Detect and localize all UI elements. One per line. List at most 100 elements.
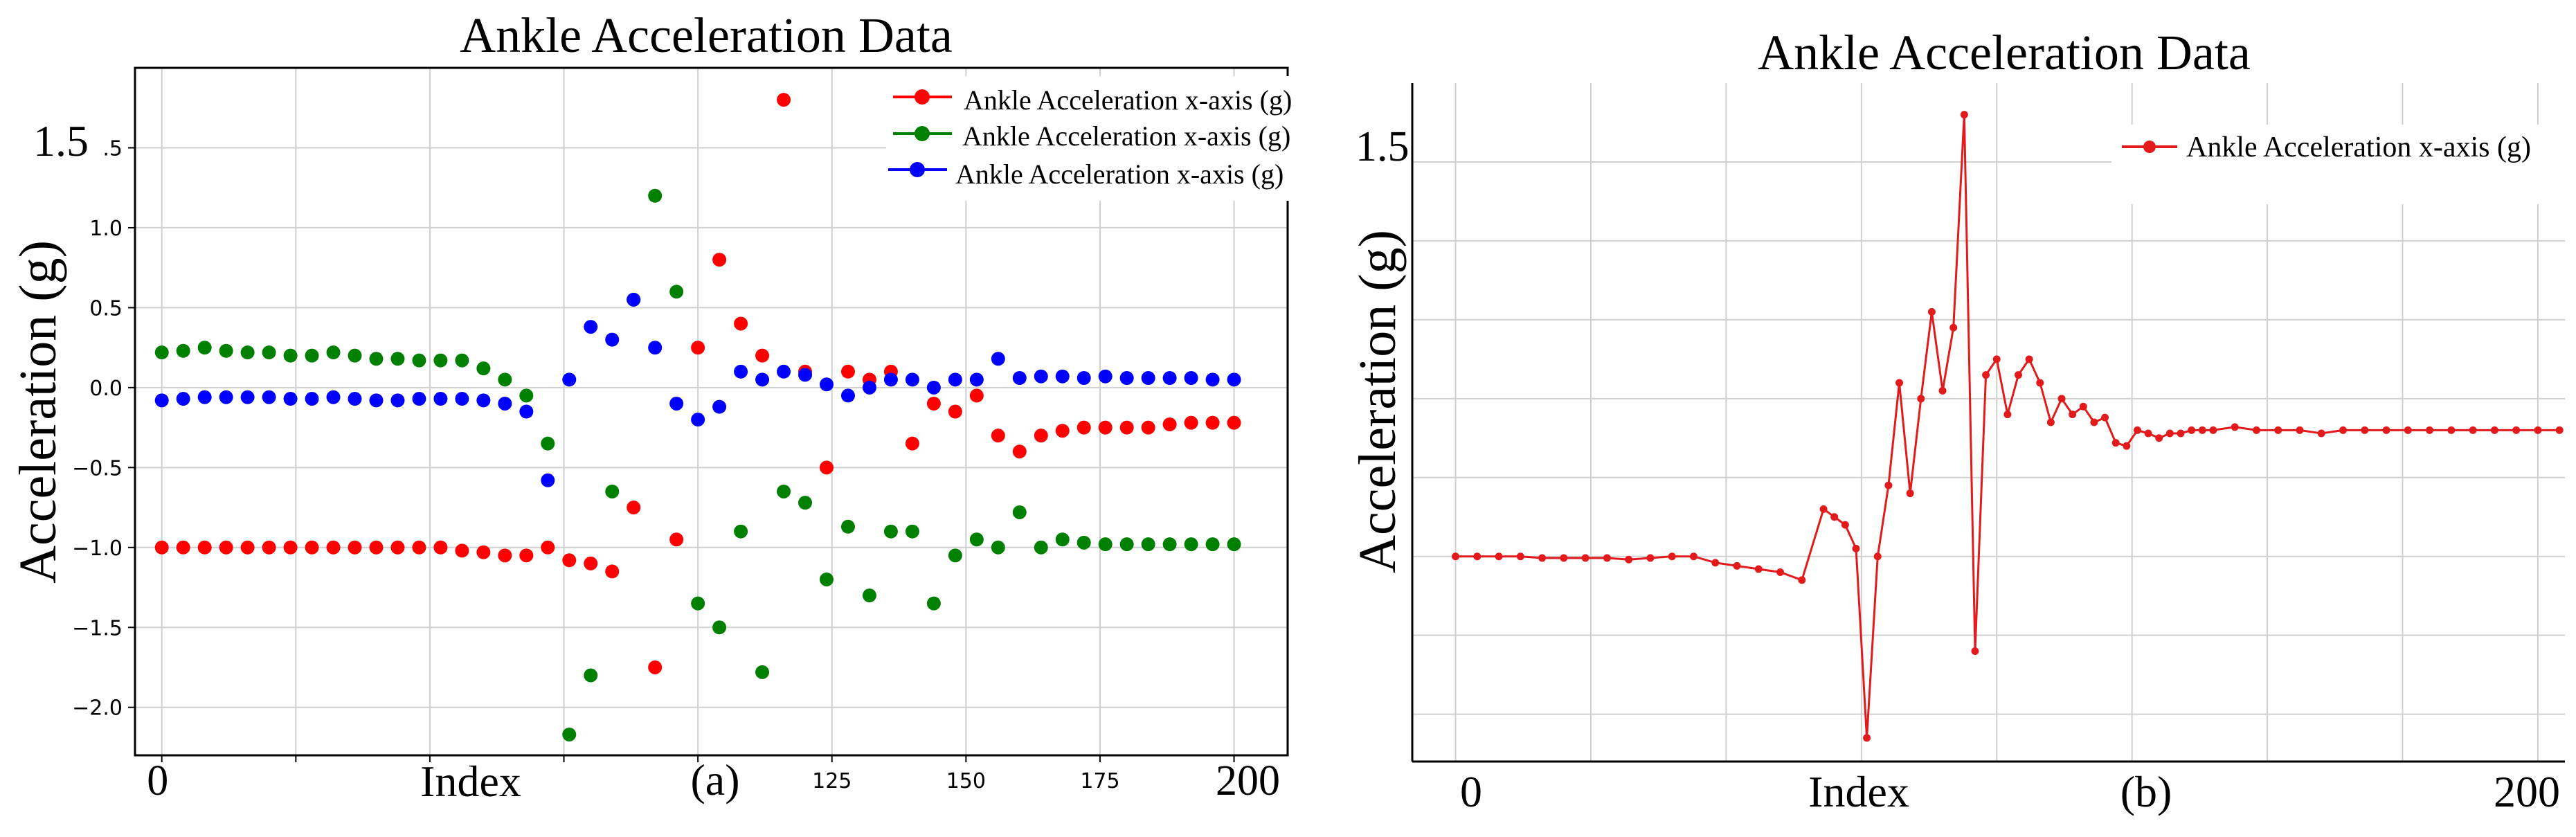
panel-a-point-s1 xyxy=(820,572,834,586)
panel-a-point-s2 xyxy=(883,372,898,387)
panel-a-point-s0 xyxy=(1162,417,1177,431)
panel-b-point xyxy=(2469,426,2477,434)
panel-a-y-ticks: −2.0 −1.5 −1.0 −0.5 0.0 0.5 1.0 .5 xyxy=(72,136,135,721)
panel-a-point-s0 xyxy=(219,540,233,555)
panel-a-point-s0 xyxy=(390,540,405,555)
panel-a-point-s0 xyxy=(1205,415,1220,430)
panel-a-point-s1 xyxy=(283,348,298,363)
panel-b-point xyxy=(1798,576,1806,584)
panel-a-point-s0 xyxy=(948,404,962,419)
panel-a-point-s2 xyxy=(926,380,941,395)
panel-a-point-s2 xyxy=(948,372,962,387)
panel-a-y-big-label: 1.5 xyxy=(33,116,89,165)
panel-a-point-s0 xyxy=(1184,415,1198,430)
panel-b-y-axis-label: Acceleration (g) xyxy=(1349,230,1407,573)
panel-a-y-tick-label: 1.0 xyxy=(89,217,123,241)
panel-a-point-s0 xyxy=(326,540,341,555)
panel-a-point-s1 xyxy=(734,524,748,539)
panel-a-point-s2 xyxy=(433,392,448,406)
panel-b-point xyxy=(2046,418,2055,426)
panel-a-point-s0 xyxy=(691,341,705,355)
panel-b-point xyxy=(2252,426,2260,434)
panel-a-point-s2 xyxy=(390,393,405,408)
panel-a-point-s2 xyxy=(369,393,384,408)
panel-a-point-s1 xyxy=(777,484,791,498)
panel-a-point-s1 xyxy=(197,341,212,355)
panel-b-point xyxy=(2231,423,2239,431)
panel-b-point xyxy=(2274,426,2282,434)
panel-b-point xyxy=(1841,521,1849,529)
panel-a-point-s2 xyxy=(305,392,319,406)
panel-a-point-s2 xyxy=(154,393,169,408)
panel-a-point-s2 xyxy=(991,352,1005,366)
panel-b-point xyxy=(2534,426,2542,434)
panel-b-series-line xyxy=(1455,114,2560,738)
legend-a-text-0: Ankle Acceleration x-axis (g) xyxy=(964,84,1292,116)
panel-b-point xyxy=(2209,426,2217,434)
panel-b-legend: Ankle Acceleration x-axis (g) xyxy=(2111,125,2568,204)
panel-b-point xyxy=(1949,323,1958,332)
panel-b-point xyxy=(1819,505,1828,513)
panel-b-point xyxy=(1971,647,1979,655)
legend-b-text-0: Ankle Acceleration x-axis (g) xyxy=(2186,132,2531,163)
panel-a-point-s2 xyxy=(262,390,276,404)
panel-a-point-s1 xyxy=(1162,537,1177,552)
panel-b-point xyxy=(2361,426,2369,434)
panel-b-point xyxy=(1516,552,1524,561)
panel-b-point xyxy=(1603,554,1611,562)
panel-a-point-s2 xyxy=(627,292,641,307)
panel-a-point-s0 xyxy=(476,545,491,559)
panel-a-point-s2 xyxy=(605,332,620,347)
panel-b-point xyxy=(2025,355,2033,363)
panel-a-point-s0 xyxy=(1077,420,1091,435)
panel-a-point-s2 xyxy=(755,372,770,387)
panel-a-y-tick-label: −1.5 xyxy=(72,616,123,640)
panel-a-point-s0 xyxy=(240,540,255,555)
panel-a-point-s2 xyxy=(1055,369,1070,384)
panel-b-point xyxy=(1689,552,1697,561)
panel-a-y-tick-label: −2.0 xyxy=(72,696,123,721)
panel-a-point-s1 xyxy=(840,519,855,534)
panel-a-point-s0 xyxy=(305,540,319,555)
panel-b-point xyxy=(1452,552,1460,561)
panel-a-point-s0 xyxy=(755,348,770,363)
panel-b-point xyxy=(2069,411,2077,419)
panel-b-legend-box xyxy=(2111,125,2568,204)
panel-a-point-s1 xyxy=(240,345,255,360)
panel-a-point-s1 xyxy=(1119,537,1134,552)
panel-a-legend-box xyxy=(886,76,1329,201)
panel-a-point-s1 xyxy=(691,596,705,611)
panel-a-y-tick-label: 0.5 xyxy=(89,296,123,321)
panel-a-plot-frame xyxy=(134,66,1289,757)
panel-b-point xyxy=(1625,555,1633,564)
panel-b-point xyxy=(2014,371,2022,379)
panel-b-point xyxy=(2177,429,2185,438)
panel-b-point xyxy=(1581,554,1589,562)
panel-a-point-s2 xyxy=(1227,372,1241,387)
legend-a-marker-1 xyxy=(915,126,930,141)
panel-a-point-s1 xyxy=(883,524,898,539)
panel-a-point-s1 xyxy=(305,348,319,363)
panel-a: Ankle Acceleration Data −2.0 −1.5 −1.0 −0.5… xyxy=(9,8,1329,806)
legend-a-text-2: Ankle Acceleration x-axis (g) xyxy=(955,159,1284,190)
panel-a-x-ticks: 0 125 150 175 200 xyxy=(147,755,1280,804)
panel-a-point-s1 xyxy=(1098,537,1113,552)
panel-a-point-s1 xyxy=(562,727,577,741)
panel-a-point-s2 xyxy=(691,413,705,427)
panel-a-point-s1 xyxy=(584,668,598,683)
panel-b-point xyxy=(2490,426,2498,434)
panel-a-point-s0 xyxy=(712,253,727,267)
legend-a-marker-0 xyxy=(915,89,930,105)
panel-a-point-s1 xyxy=(390,352,405,366)
panel-a-point-s2 xyxy=(326,390,341,404)
panel-a-point-s1 xyxy=(262,345,276,360)
panel-a-point-s2 xyxy=(498,396,512,411)
panel-a-point-s0 xyxy=(991,429,1005,443)
panel-b-point xyxy=(1495,552,1503,561)
panel-a-point-s2 xyxy=(541,473,555,487)
panel-a-point-s2 xyxy=(1141,371,1155,386)
panel-a-point-s2 xyxy=(283,392,298,406)
panel-a-point-s0 xyxy=(562,553,577,568)
panel-a-point-s2 xyxy=(1184,371,1198,386)
